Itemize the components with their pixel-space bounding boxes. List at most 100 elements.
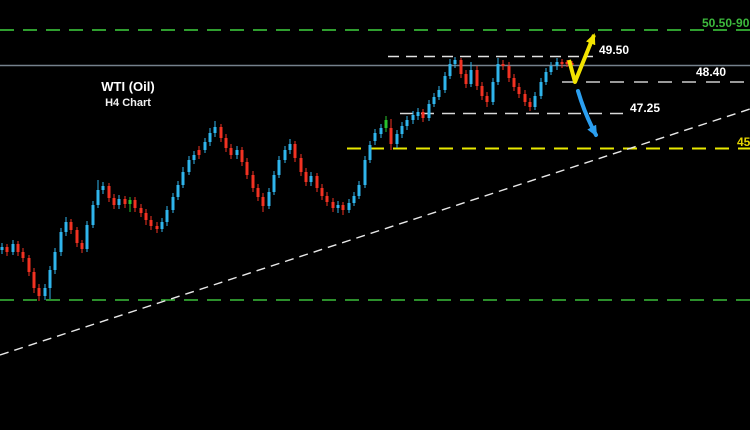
candle-body <box>53 252 57 270</box>
candle-body <box>117 199 121 205</box>
price-label-4950: 49.50 <box>599 43 630 57</box>
candle-body <box>69 222 73 230</box>
candle-body <box>533 96 537 107</box>
candle-body <box>144 213 148 220</box>
candle-body <box>357 185 361 196</box>
candle-body <box>213 127 217 133</box>
candle-body <box>485 96 489 102</box>
candle-body <box>96 190 100 205</box>
candle-body <box>27 258 31 272</box>
candle-body <box>400 126 404 134</box>
candle-body <box>421 112 425 118</box>
candle-body <box>37 288 41 296</box>
candle-body <box>91 205 95 225</box>
candle-body <box>347 203 351 210</box>
candle-body <box>299 158 303 172</box>
candle-body <box>512 78 516 87</box>
candle-body <box>5 247 9 252</box>
candle-body <box>203 142 207 150</box>
candle-body <box>411 115 415 120</box>
candle-body <box>139 208 143 213</box>
candle-body <box>443 76 447 90</box>
candle-body <box>11 244 15 252</box>
price-label-4840: 48.40 <box>696 65 727 79</box>
candle-body <box>283 150 287 160</box>
candle-body <box>288 144 292 150</box>
candle-body <box>197 150 201 155</box>
candle-body <box>245 162 249 175</box>
candle-body <box>560 62 564 64</box>
candle-body <box>507 66 511 78</box>
candle-body <box>267 192 271 206</box>
candle-body <box>565 62 569 64</box>
candle-body <box>219 127 223 138</box>
price-label-4725: 47.25 <box>630 101 661 115</box>
candle-body <box>539 82 543 96</box>
candle-body <box>256 188 260 197</box>
candle-body <box>331 202 335 208</box>
candle-body <box>352 196 356 203</box>
candle-body <box>395 134 399 144</box>
candle-body <box>32 272 36 288</box>
candle-body <box>192 155 196 160</box>
candle-body <box>80 243 84 249</box>
candle-body <box>133 200 137 208</box>
candle-body <box>501 64 505 66</box>
candle-body <box>75 230 79 243</box>
candle-body <box>549 66 553 72</box>
candle-body <box>240 150 244 162</box>
candle-body <box>363 160 367 185</box>
candle-body <box>171 197 175 210</box>
candle-body <box>43 288 47 296</box>
candle-body <box>160 222 164 229</box>
candle-body <box>64 222 68 232</box>
bullish-scenario-arrow <box>567 33 596 84</box>
candle-body <box>389 128 393 144</box>
candle-body <box>523 94 527 102</box>
candle-body <box>528 102 532 107</box>
candle-body <box>544 72 548 82</box>
candle-body <box>379 128 383 134</box>
candle-body <box>432 97 436 104</box>
candle-body <box>155 226 159 229</box>
candle-body <box>469 70 473 84</box>
chart-title: WTI (Oil) <box>101 79 155 94</box>
candle-body <box>475 70 479 86</box>
candle-body <box>123 199 127 204</box>
candle-body <box>416 112 420 116</box>
candle-body <box>336 205 340 208</box>
candle-body <box>293 144 297 158</box>
candle-body <box>48 270 52 288</box>
candle-body <box>229 148 233 155</box>
candle-body <box>464 74 468 84</box>
candle-body <box>101 186 105 190</box>
price-label-zone-top: 50.50-90 <box>702 16 750 30</box>
candle-body <box>496 64 500 82</box>
candle-body <box>368 145 372 160</box>
chart-timeframe-label: H4 Chart <box>105 97 151 109</box>
candle-body <box>181 172 185 185</box>
candle-body <box>277 160 281 175</box>
candle-body <box>59 232 63 252</box>
candle-body <box>517 87 521 94</box>
candle-body <box>128 200 132 204</box>
candle-body <box>555 62 559 66</box>
candle-body <box>235 150 239 155</box>
candle-body <box>112 198 116 205</box>
candle-body <box>309 176 313 182</box>
candle-body <box>149 220 153 226</box>
price-label-45: 45 <box>737 135 750 149</box>
candle-body <box>304 172 308 182</box>
candle-body <box>437 90 441 97</box>
candle-body <box>459 60 463 74</box>
candle-body <box>272 175 276 192</box>
candle-body <box>480 86 484 96</box>
candle-body <box>224 138 228 148</box>
candle-body <box>453 60 457 64</box>
candle-body <box>16 244 20 252</box>
candle-body <box>107 186 111 198</box>
candle-body <box>491 82 495 102</box>
candle-body <box>0 247 4 250</box>
